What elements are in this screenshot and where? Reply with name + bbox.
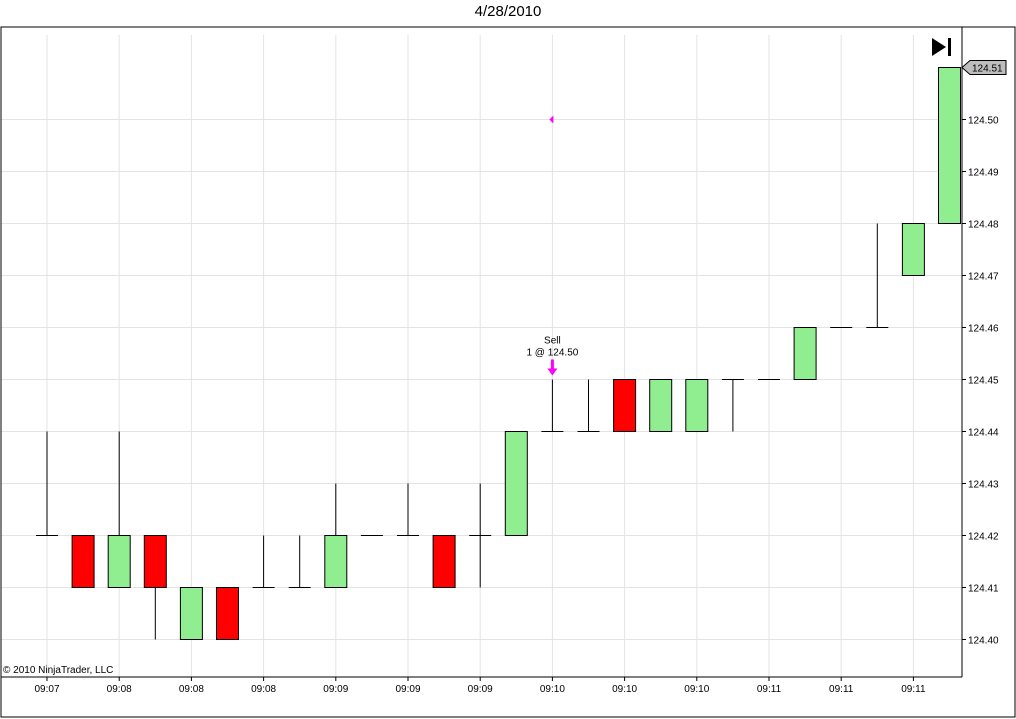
x-tick-label: 09:09 <box>323 684 348 695</box>
candle <box>432 535 456 588</box>
candle <box>288 535 311 588</box>
y-tick-label: 124.48 <box>968 220 999 231</box>
candle <box>613 379 637 432</box>
last-price-label: 124.51 <box>972 64 1003 75</box>
candle <box>577 379 600 432</box>
sell-detail-label: 1 @ 124.50 <box>526 348 578 359</box>
candle-body <box>432 535 456 588</box>
sell-label: Sell <box>544 336 561 347</box>
x-tick-label: 09:10 <box>684 684 709 695</box>
candle-body <box>71 535 95 588</box>
candle <box>541 379 564 432</box>
candle <box>721 379 744 432</box>
candle <box>179 587 203 640</box>
candle <box>36 431 58 536</box>
candle <box>469 483 492 588</box>
candle <box>252 535 275 588</box>
y-tick-label: 124.49 <box>968 168 999 179</box>
sell-arrow-shaft <box>550 359 554 370</box>
candle-body <box>613 379 637 432</box>
scroll-to-end-icon[interactable] <box>932 38 951 56</box>
candle-body <box>324 535 348 588</box>
y-tick-label: 124.44 <box>968 428 999 439</box>
candle <box>504 431 528 536</box>
candle-body <box>793 327 817 380</box>
y-tick-label: 124.41 <box>968 584 999 595</box>
candle <box>324 483 348 588</box>
x-tick-label: 09:09 <box>468 684 493 695</box>
x-tick-label: 09:11 <box>757 684 782 695</box>
y-tick-label: 124.46 <box>968 324 999 335</box>
copyright-text: © 2010 NinjaTrader, LLC <box>3 665 113 676</box>
chart-title: 4/28/2010 <box>474 3 542 20</box>
sell-arrow-icon <box>547 368 558 376</box>
candle-body <box>216 587 239 640</box>
y-tick-label: 124.40 <box>968 636 999 647</box>
x-tick-label: 09:11 <box>829 684 854 695</box>
x-axis: 09:07 09:08 09:08 09:08 09:09 09:09 09:09 09:10… <box>34 677 926 695</box>
candle-body <box>685 379 709 432</box>
x-tick-label: 09:10 <box>540 684 565 695</box>
candle <box>143 535 167 640</box>
y-tick-label: 124.45 <box>968 376 999 387</box>
candle <box>216 587 239 640</box>
candle-body <box>504 431 528 536</box>
y-axis: 124.40 124.41 124.42 124.43 124.44 124.45 124.… <box>962 116 999 647</box>
candle-body <box>901 223 925 276</box>
candle <box>649 379 673 432</box>
candle <box>71 535 95 588</box>
x-tick-label: 09:10 <box>612 684 637 695</box>
y-tick-label: 124.43 <box>968 480 999 491</box>
last-price-tag <box>961 60 1007 75</box>
candle-body <box>649 379 673 432</box>
candle <box>793 327 817 380</box>
x-tick-label: 09:11 <box>901 684 926 695</box>
x-tick-label: 09:08 <box>251 684 276 695</box>
candle <box>938 67 961 224</box>
candle-body <box>107 535 131 588</box>
candle <box>685 379 709 432</box>
candle <box>866 223 889 328</box>
candle <box>901 223 925 276</box>
candles <box>36 67 961 640</box>
y-tick-label: 124.42 <box>968 532 999 543</box>
y-tick-label: 124.50 <box>968 116 999 127</box>
x-tick-label: 09:08 <box>107 684 132 695</box>
candle <box>107 431 131 588</box>
y-tick-label: 124.47 <box>968 272 999 283</box>
candle-body <box>179 587 203 640</box>
candle-body <box>143 535 167 588</box>
x-tick-label: 09:09 <box>395 684 420 695</box>
x-tick-label: 09:07 <box>34 684 59 695</box>
x-tick-label: 09:08 <box>179 684 204 695</box>
candle-body <box>938 67 961 224</box>
candle <box>397 483 419 536</box>
order-marker-icon <box>549 115 554 124</box>
plot-frame <box>0 26 1016 718</box>
